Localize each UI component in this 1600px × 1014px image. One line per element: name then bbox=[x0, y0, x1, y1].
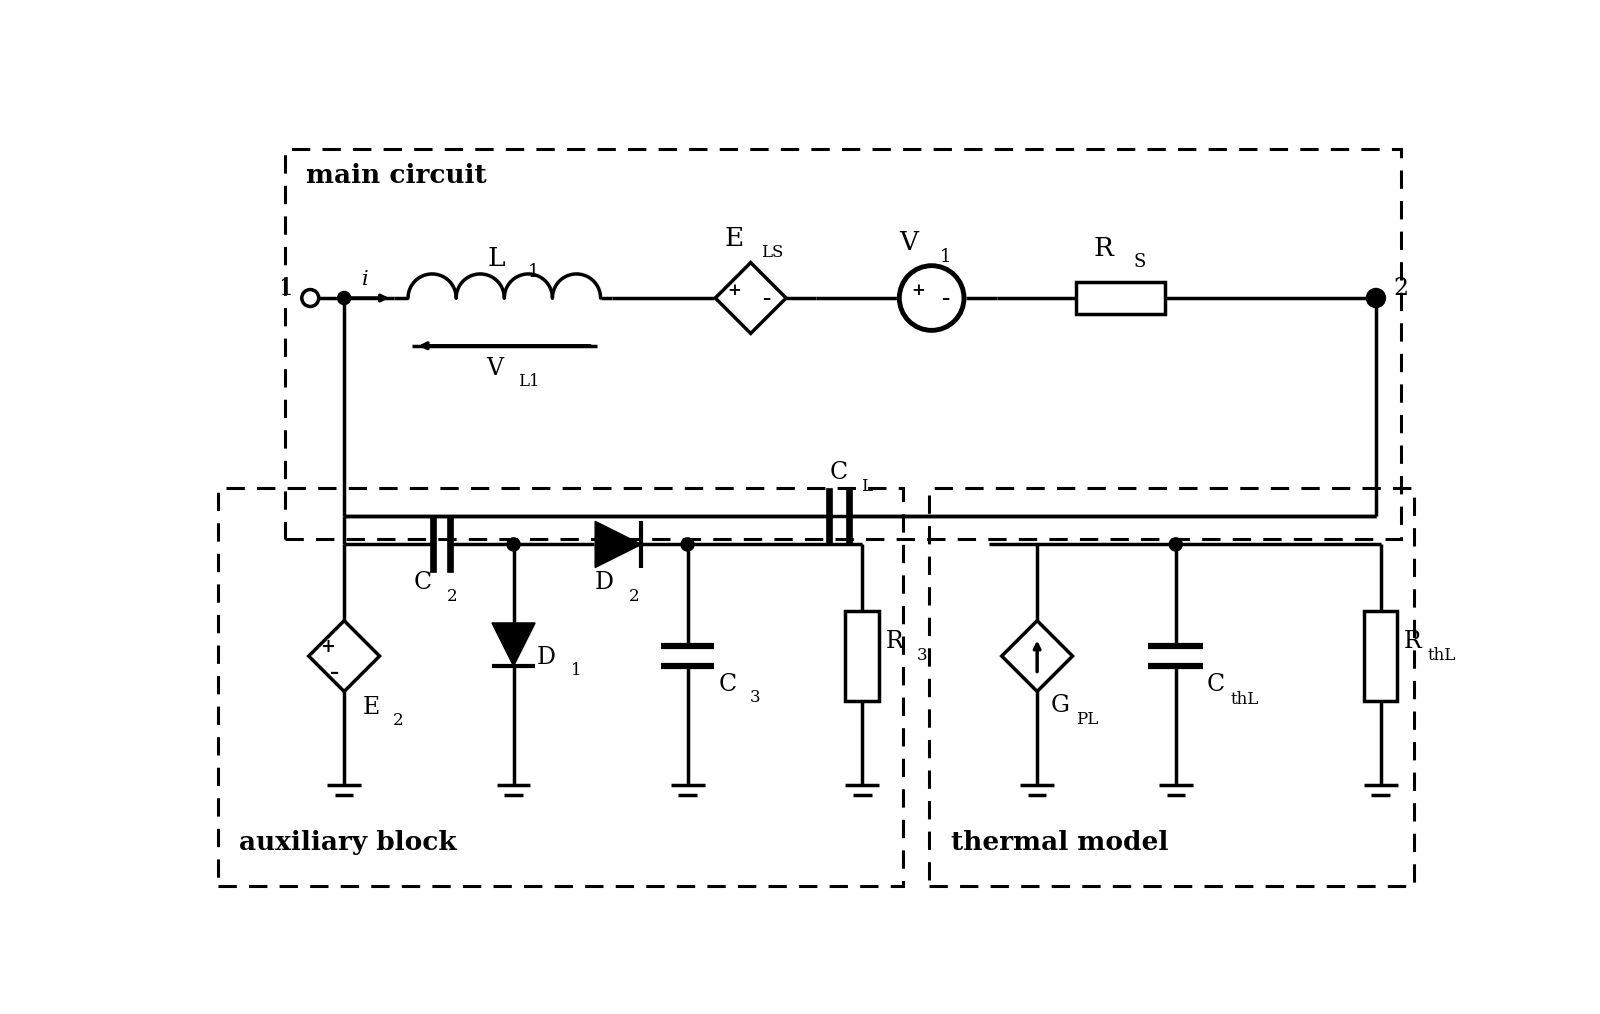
Text: main circuit: main circuit bbox=[307, 163, 486, 189]
Text: R: R bbox=[1405, 631, 1422, 653]
Text: 3: 3 bbox=[750, 690, 760, 707]
Bar bbox=[930, 488, 1414, 885]
Text: 1: 1 bbox=[939, 247, 952, 266]
Text: E: E bbox=[725, 226, 744, 250]
Circle shape bbox=[1370, 291, 1382, 304]
Text: +: + bbox=[320, 638, 334, 656]
Text: C: C bbox=[414, 571, 432, 594]
Bar bbox=[285, 149, 1402, 539]
Circle shape bbox=[1170, 537, 1182, 551]
Bar bbox=[845, 611, 880, 701]
Text: D: D bbox=[536, 646, 555, 669]
Circle shape bbox=[507, 537, 520, 551]
Text: R: R bbox=[1093, 235, 1114, 261]
Text: 1: 1 bbox=[278, 277, 293, 300]
Polygon shape bbox=[491, 623, 534, 666]
Text: thermal model: thermal model bbox=[950, 830, 1168, 855]
Circle shape bbox=[338, 291, 350, 304]
Text: S: S bbox=[1133, 254, 1146, 271]
Text: –: – bbox=[762, 291, 770, 308]
Text: 2: 2 bbox=[1394, 277, 1410, 300]
Text: L: L bbox=[488, 245, 506, 271]
Text: L1: L1 bbox=[518, 373, 539, 389]
Text: G: G bbox=[1051, 694, 1070, 717]
Bar bbox=[218, 488, 902, 885]
Text: 3: 3 bbox=[917, 647, 928, 664]
Text: LS: LS bbox=[762, 244, 784, 262]
Text: +: + bbox=[910, 282, 925, 299]
Bar bbox=[1363, 611, 1397, 701]
Text: –: – bbox=[941, 291, 950, 308]
Text: V: V bbox=[899, 230, 918, 256]
Text: 2: 2 bbox=[446, 588, 458, 604]
Text: 1: 1 bbox=[571, 662, 582, 679]
Text: V: V bbox=[486, 357, 504, 380]
Text: thL: thL bbox=[1429, 647, 1456, 664]
Polygon shape bbox=[595, 521, 642, 568]
Text: –: – bbox=[330, 664, 339, 682]
Text: 2: 2 bbox=[629, 588, 638, 604]
Text: 2: 2 bbox=[392, 713, 403, 729]
Text: D: D bbox=[595, 571, 614, 594]
Text: C: C bbox=[1206, 672, 1226, 696]
Text: L: L bbox=[861, 478, 872, 495]
Text: C: C bbox=[829, 461, 848, 484]
Bar bbox=[1075, 282, 1165, 314]
Text: thL: thL bbox=[1230, 691, 1259, 708]
Text: C: C bbox=[718, 672, 736, 696]
Text: +: + bbox=[726, 282, 741, 299]
Text: E: E bbox=[363, 696, 379, 719]
Text: PL: PL bbox=[1077, 711, 1098, 728]
Text: R: R bbox=[886, 631, 904, 653]
Text: auxiliary block: auxiliary block bbox=[240, 830, 458, 855]
Circle shape bbox=[682, 537, 694, 551]
Text: 1: 1 bbox=[528, 264, 539, 281]
Text: i: i bbox=[362, 270, 370, 289]
